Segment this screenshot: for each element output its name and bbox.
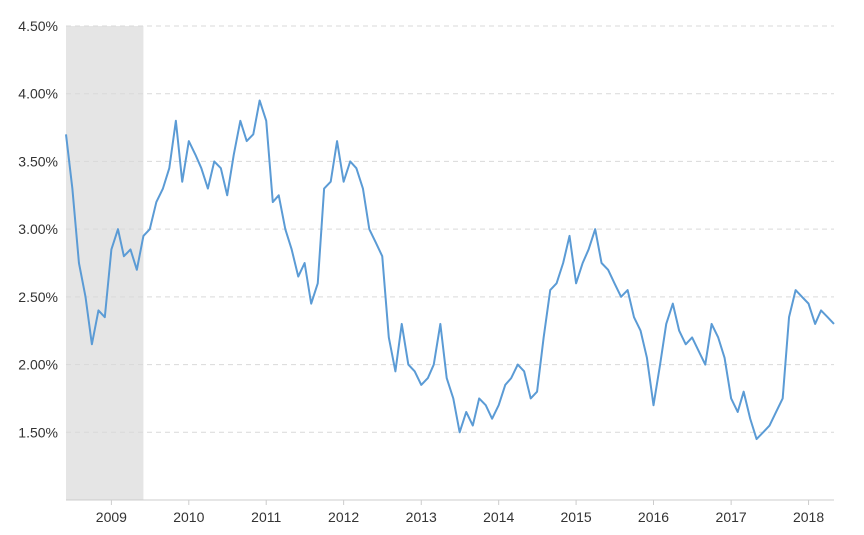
- y-tick-label: 2.00%: [18, 357, 58, 373]
- series-line: [65, 99, 835, 441]
- shade-layer: [66, 26, 144, 500]
- y-tick-label: 1.50%: [18, 424, 58, 440]
- x-tick-label: 2013: [406, 509, 437, 525]
- x-tick-label: 2014: [483, 509, 514, 525]
- x-tick-label: 2016: [638, 509, 669, 525]
- x-tick-label: 2009: [96, 509, 127, 525]
- x-tick-label: 2010: [173, 509, 204, 525]
- x-tick-label: 2015: [561, 509, 592, 525]
- x-tick-label: 2017: [716, 509, 747, 525]
- y-tick-label: 2.50%: [18, 289, 58, 305]
- y-tick-label: 4.00%: [18, 86, 58, 102]
- x-tick-label: 2011: [251, 509, 281, 525]
- y-tick-label: 3.50%: [18, 153, 58, 169]
- x-tick-label: 2018: [793, 509, 824, 525]
- series-layer: [65, 99, 835, 441]
- recession-shade: [66, 26, 144, 500]
- y-tick-label: 4.50%: [18, 18, 58, 34]
- x-tick-label: 2012: [328, 509, 359, 525]
- grid-layer: [66, 25, 834, 433]
- y-tick-label: 3.00%: [18, 221, 58, 237]
- axis-layer: 1.50% 2.00% 2.50% 3.00% 3.50% 4.00% 4.50% 2009 2…: [18, 18, 834, 525]
